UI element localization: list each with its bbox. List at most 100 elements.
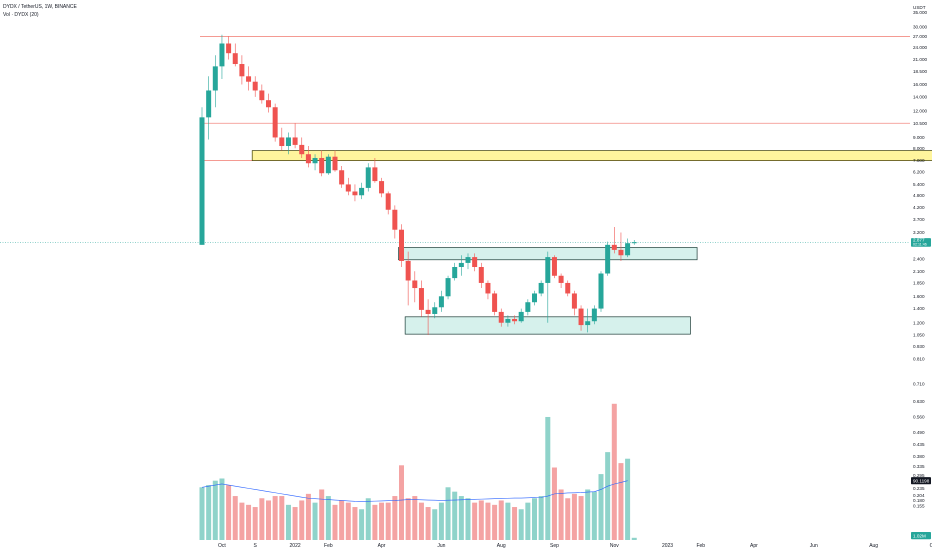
candle-body (332, 156, 338, 171)
volume-bar (598, 474, 604, 540)
candle-body (279, 137, 285, 147)
volume-bar (392, 496, 398, 540)
volume-bar (558, 489, 564, 540)
time-tick-label: S (254, 543, 258, 549)
time-tick-label: Oct (930, 543, 932, 549)
price-tick-label: 1.200 (913, 320, 925, 325)
price-tick-label: 35.000 (913, 10, 927, 15)
current-volume-badge (911, 532, 931, 540)
candle-body (212, 66, 218, 91)
volume-bar (585, 489, 591, 540)
volume-bar (379, 502, 385, 540)
volume-layer (199, 403, 637, 540)
volume-bar (432, 509, 438, 540)
candle-body (611, 244, 617, 250)
volume-bar (591, 491, 597, 540)
candle-body (465, 257, 471, 263)
candle-body (226, 43, 232, 54)
candle-body (525, 302, 531, 312)
candle-body (399, 229, 404, 261)
candle-body (285, 137, 291, 147)
volume-bar (305, 493, 311, 540)
price-tick-label: 24.000 (913, 45, 927, 50)
candle-body (445, 278, 451, 297)
volume-ma-line (201, 480, 628, 502)
current-volume-value: 1.02M (913, 533, 926, 538)
price-tick-label: 18.500 (913, 69, 927, 74)
candle-body (532, 293, 537, 303)
volume-bar (498, 500, 504, 540)
candle-body (485, 282, 491, 294)
candle-body (625, 243, 631, 256)
volume-tick-label: 0.560 (913, 415, 925, 420)
volume-bar (565, 498, 571, 540)
candle-body (379, 181, 385, 194)
candle-body (345, 184, 351, 192)
candle-body (266, 100, 271, 108)
candle-layer (199, 34, 637, 336)
current-price-value: 2.877 (913, 238, 925, 243)
candle-body (551, 257, 557, 276)
volume-bar (399, 465, 404, 540)
candle-body (305, 154, 311, 164)
time-tick-label: Apr (378, 543, 386, 549)
volume-tick-label: 0.435 (913, 442, 925, 447)
candle-body (392, 209, 398, 230)
time-tick-label: Aug (497, 543, 506, 549)
volume-bar (492, 504, 498, 540)
volume-bar (219, 478, 225, 540)
candle-body (319, 157, 325, 174)
volume-bar (312, 502, 318, 540)
volume-bar (545, 416, 551, 540)
volume-bar (618, 463, 624, 540)
price-tick-label: 16.000 (913, 82, 927, 87)
candle-body (452, 267, 458, 279)
volume-bar (292, 507, 298, 540)
candle-body (512, 318, 518, 322)
candle-body (352, 191, 358, 196)
volume-bar (611, 403, 617, 540)
volume-bar (458, 496, 464, 540)
time-tick-label: Sep (550, 543, 559, 549)
volume-bar (206, 485, 212, 540)
price-tick-label: 4.800 (913, 193, 925, 198)
candle-body (545, 257, 551, 283)
current-price-countdown: 02:11:46 (913, 243, 927, 247)
volume-bar (405, 498, 411, 540)
volume-tick-label: 0.490 (913, 430, 925, 435)
candle-body (412, 280, 418, 289)
volume-bar (339, 500, 345, 540)
time-tick-label: Nov (610, 543, 619, 549)
candle-body (259, 90, 265, 101)
candle-body (538, 282, 544, 294)
volume-bar (266, 500, 271, 540)
symbol-title: DYDX / TetherUS, 1W, BINANCE (3, 4, 77, 10)
time-tick-label: Feb (696, 543, 705, 549)
volume-bar (532, 498, 537, 540)
candle-body (578, 308, 584, 326)
volume-tick-label: 0.235 (913, 486, 925, 491)
price-tick-label: 3.700 (913, 217, 925, 222)
candle-body (585, 321, 591, 326)
time-tick-label: 2022 (290, 543, 301, 549)
price-tick-label: 0.930 (913, 344, 925, 349)
volume-bar (325, 496, 331, 540)
candle-body (312, 157, 318, 164)
candle-body (239, 64, 245, 77)
volume-tick-label: 0.180 (913, 498, 925, 503)
price-tick-label: 7.000 (913, 158, 925, 163)
price-tick-label: 4.200 (913, 205, 925, 210)
volume-tick-label: 0.155 (913, 504, 925, 509)
candle-body (292, 137, 298, 145)
volume-tick-label: 0.710 (913, 382, 925, 387)
volume-bar (246, 504, 252, 540)
price-tick-label: 14.000 (913, 94, 927, 99)
time-tick-label: 2023 (662, 543, 673, 549)
price-tick-label: 10.500 (913, 121, 927, 126)
volume-bar (571, 493, 577, 540)
volume-bar (425, 507, 431, 540)
candle-body (246, 76, 252, 82)
volume-bar (445, 487, 451, 540)
price-tick-label: 30.000 (913, 24, 927, 29)
